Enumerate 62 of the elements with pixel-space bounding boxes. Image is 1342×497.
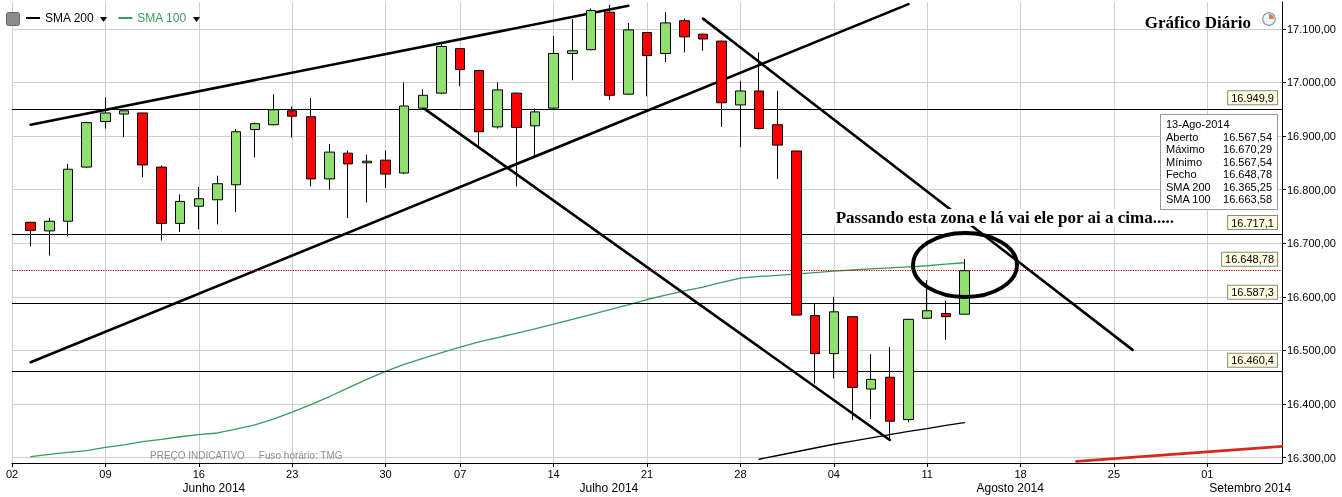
x-tick-label: 21 — [640, 467, 654, 480]
x-tick-label: 01 — [1201, 467, 1214, 480]
y-tick-label: 16.700,00 — [1287, 237, 1336, 250]
annotation: Passando esta zona e lá vai ele por ai a cima..... — [835, 208, 1174, 228]
x-tick-label: 04 — [827, 467, 840, 480]
legend-label: SMA 100 — [137, 11, 187, 25]
x-tick-label: 28 — [734, 467, 747, 480]
x-tick-label: 23 — [286, 467, 299, 480]
text: Julho 2014 — [579, 481, 639, 495]
candlestick — [81, 121, 92, 169]
text: Junho 2014 — [182, 481, 246, 495]
candlestick — [567, 18, 578, 81]
y-tick-label: 16.400,00 — [1287, 398, 1336, 411]
y-tick-label: 16.500,00 — [1287, 344, 1336, 357]
x-tick-label: 09 — [99, 467, 112, 480]
x-tick-label: 30 — [379, 467, 392, 480]
candlestick — [642, 31, 652, 97]
candlestick — [231, 128, 241, 213]
candlestick — [137, 112, 148, 178]
y-tick-label: 16.300,00 — [1287, 451, 1336, 464]
x-tick-label: 18 — [1014, 467, 1027, 480]
ref-line-label: 16.949,9 — [1231, 91, 1274, 104]
y-tick-label: 17.000,00 — [1287, 76, 1336, 89]
ref-line-label: 16.648,78 — [1225, 253, 1274, 266]
annotation: SMA 200 16.365,25 — [1166, 180, 1272, 193]
candlestick — [698, 33, 708, 52]
y-tick-label: 16.600,00 — [1287, 290, 1336, 303]
candlestick — [455, 47, 465, 87]
text: Agosto 2014 — [976, 481, 1045, 495]
x-tick-label: 02 — [5, 467, 19, 480]
candlestick — [380, 149, 391, 189]
info-panel: 13-Ago-2014 Aberto 16.567,54 Máximo 16.670,29 Mínimo 16.567,54 Fecho 16.648,78 SMA 200 16.365,25 SMA 100 16.663,58 — [1160, 114, 1278, 210]
candlestick — [250, 122, 260, 158]
x-tick-label: 11 — [921, 467, 933, 480]
ref-line-label: 16.587,3 — [1231, 286, 1274, 299]
candlestick — [194, 186, 204, 230]
x-tick-label: 07 — [454, 467, 467, 480]
annotation: Fuso horário: TMG — [258, 449, 343, 461]
annotation: SMA 100 16.663,58 — [1166, 193, 1272, 206]
candlestick — [324, 143, 335, 191]
annotation: 13-Ago-2014 — [1166, 118, 1231, 131]
legend-label: SMA 200 — [45, 11, 95, 25]
candlestick — [660, 11, 671, 63]
ref-line-label: 16.460,4 — [1231, 354, 1274, 367]
x-tick-label: 14 — [547, 467, 560, 480]
x-tick-label: 25 — [1107, 467, 1121, 480]
candlestick — [586, 7, 596, 51]
candlestick — [623, 22, 634, 96]
candlestick — [175, 193, 185, 233]
y-tick-label: 17.100,00 — [1287, 22, 1336, 35]
ref-line-label: 16.717,1 — [1231, 216, 1274, 229]
y-tick-label: 16.800,00 — [1287, 183, 1336, 196]
x-tick-label: 16 — [192, 467, 205, 480]
candlestick — [436, 42, 447, 95]
y-tick-label: 16.900,00 — [1287, 130, 1336, 143]
annotation: PREÇO INDICATIVO — [150, 449, 246, 461]
candlestick — [362, 154, 372, 203]
candlestick — [343, 149, 353, 219]
text: Setembro 2014 — [1209, 481, 1292, 495]
text: Gráfico Diário — [1144, 13, 1251, 32]
candlestick — [679, 18, 690, 53]
candlestick — [212, 175, 223, 225]
